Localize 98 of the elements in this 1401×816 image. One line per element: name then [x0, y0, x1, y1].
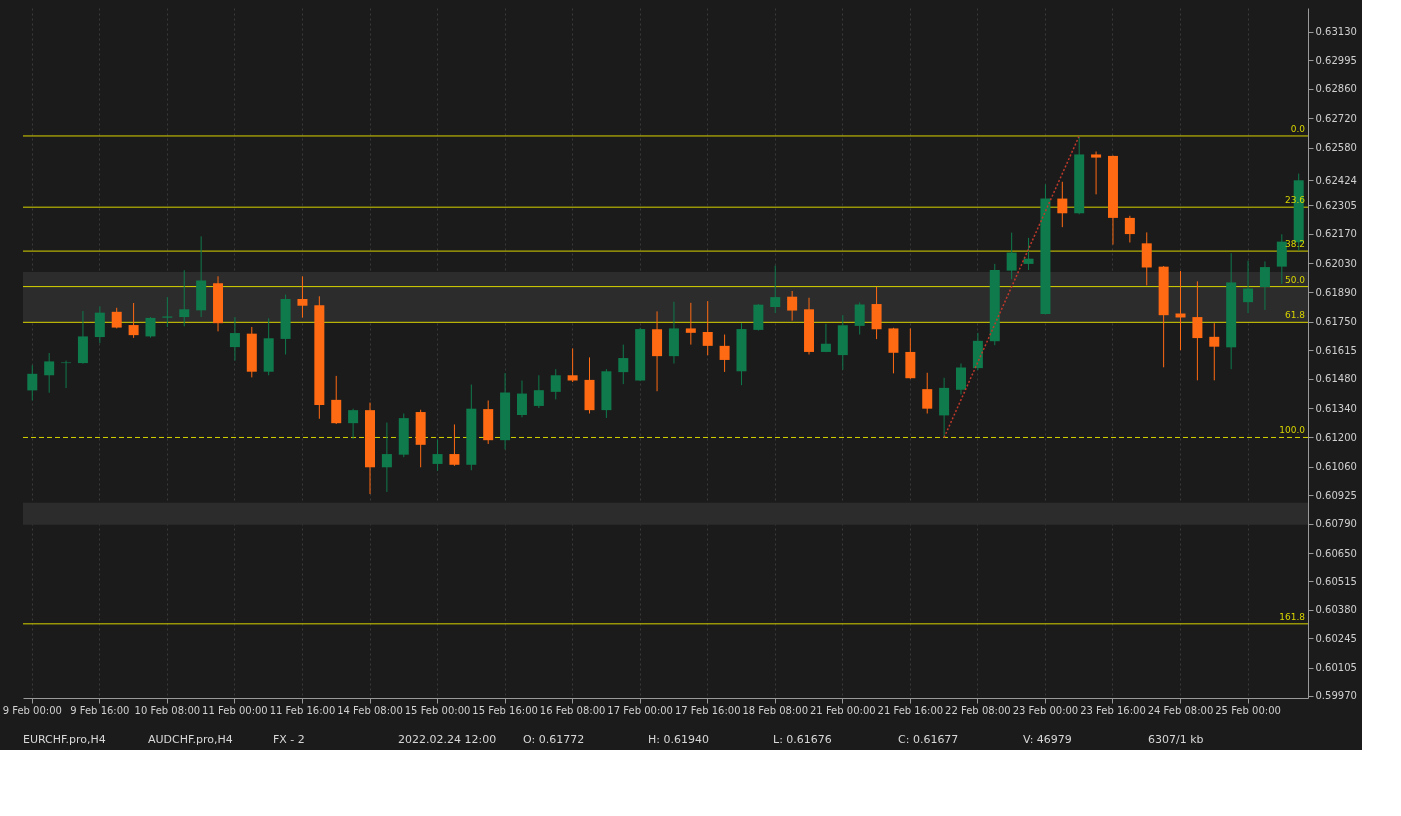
annotation: 161.8: [1279, 611, 1306, 622]
x-tick-label: 11 Feb 00:00: [202, 704, 268, 716]
candlestick: [61, 360, 72, 389]
y-tick-label: 0.60790: [1315, 518, 1357, 530]
candlestick: [1175, 270, 1186, 351]
candlestick: [1209, 322, 1220, 381]
x-tick-label: 23 Feb 16:00: [1080, 704, 1146, 716]
y-tick-label: 0.59970: [1315, 690, 1357, 702]
x-tick-label: 9 Feb 16:00: [70, 704, 130, 716]
y-tick-label: 0.60925: [1315, 489, 1357, 501]
y-tick-label: 0.62720: [1315, 112, 1357, 124]
candlestick: [820, 323, 831, 353]
text: C: 0.61677: [898, 733, 959, 746]
candlestick: [1057, 181, 1068, 228]
candlestick: [27, 364, 38, 401]
text: H: 0.61940: [648, 733, 709, 746]
candlestick: [1006, 232, 1017, 280]
candlestick: [381, 422, 392, 493]
x-tick-label: 17 Feb 16:00: [674, 704, 741, 716]
y-tick-label: 0.61480: [1315, 373, 1357, 385]
text: L: 0.61676: [773, 733, 832, 746]
annotation: 61.8: [1284, 310, 1306, 321]
text: V: 46979: [1023, 733, 1072, 746]
x-tick-label: 15 Feb 00:00: [404, 704, 471, 716]
candlestick: [770, 265, 781, 314]
x-tick-label: 10 Feb 08:00: [134, 704, 201, 716]
y-tick-label: 0.62860: [1315, 83, 1357, 95]
text: AUDCHF.pro,H4: [148, 733, 233, 746]
candlestick: [533, 374, 544, 409]
y-tick-label: 0.61615: [1315, 344, 1357, 356]
candlestick: [702, 300, 713, 356]
candlestick: [128, 302, 139, 339]
candlestick: [516, 380, 527, 418]
candlestick: [854, 301, 865, 336]
x-tick-label: 15 Feb 16:00: [472, 704, 538, 716]
x-tick-label: 21 Feb 00:00: [809, 704, 876, 716]
x-tick-label: 14 Feb 08:00: [337, 704, 403, 716]
y-tick-label: 0.62580: [1315, 142, 1357, 154]
y-tick-label: 0.62424: [1315, 174, 1357, 186]
candlestick: [1023, 237, 1034, 271]
x-tick-label: 17 Feb 00:00: [607, 704, 673, 716]
candlestick: [1192, 280, 1203, 381]
candlestick: [1259, 260, 1270, 311]
annotation: 0.0: [1290, 123, 1306, 134]
y-tick-label: 0.61750: [1315, 316, 1357, 328]
y-tick-label: 0.60380: [1315, 604, 1357, 616]
annotation: 23.6: [1284, 195, 1306, 206]
candlestick: [179, 269, 190, 327]
y-tick-label: 0.62030: [1315, 257, 1357, 269]
text: EURCHF.pro,H4: [23, 733, 106, 746]
candlestick: [331, 375, 342, 425]
annotation: 38.2: [1284, 239, 1305, 250]
candlestick: [1243, 260, 1254, 314]
x-tick-label: 24 Feb 08:00: [1147, 704, 1214, 716]
text: 2022.02.24 12:00: [398, 733, 497, 746]
y-tick-label: 0.60245: [1315, 632, 1357, 644]
candlestick: [956, 363, 966, 395]
candlestick: [229, 316, 240, 362]
annotation: 50.0: [1284, 274, 1306, 285]
y-tick-label: 0.62995: [1315, 54, 1357, 66]
y-tick-label: 0.60650: [1315, 547, 1357, 559]
candlestick: [567, 347, 578, 383]
y-tick-label: 0.61200: [1315, 431, 1357, 443]
x-tick-label: 23 Feb 00:00: [1012, 704, 1079, 716]
candlestick: [1091, 151, 1102, 195]
candlestick: [1124, 215, 1135, 243]
y-tick-label: 0.60515: [1315, 575, 1357, 587]
candlestick: [145, 316, 156, 339]
candlestick: [348, 408, 359, 440]
candlestick: [162, 296, 173, 328]
candlestick: [618, 344, 629, 385]
candlestick: [432, 439, 443, 472]
x-tick-label: 25 Feb 00:00: [1215, 704, 1281, 716]
y-tick-label: 0.61890: [1315, 286, 1357, 298]
candlestick: [297, 275, 308, 319]
candlestick: [922, 372, 933, 415]
y-tick-label: 0.61340: [1315, 402, 1357, 414]
annotation: 100.0: [1279, 425, 1306, 436]
candlestick: [44, 352, 55, 394]
candlestick: [449, 423, 460, 467]
y-tick-label: 0.61060: [1315, 461, 1357, 473]
y-tick-label: 0.62305: [1315, 199, 1357, 211]
y-tick-label: 0.62170: [1315, 228, 1357, 240]
x-tick-label: 9 Feb 00:00: [2, 704, 62, 716]
candlestick: [550, 368, 561, 400]
text: O: 0.61772: [523, 733, 585, 746]
candlestick: [719, 334, 730, 373]
x-tick-label: 18 Feb 08:00: [742, 704, 809, 716]
y-tick-label: 0.60105: [1315, 662, 1357, 674]
x-tick-label: 16 Feb 08:00: [539, 704, 606, 716]
x-tick-label: 21 Feb 16:00: [877, 704, 944, 716]
candlestick: [787, 290, 798, 322]
candlestick: [685, 302, 696, 346]
x-tick-label: 11 Feb 16:00: [269, 704, 336, 716]
text: 6307/1 kb: [1148, 733, 1204, 746]
y-tick-label: 0.63130: [1315, 26, 1357, 38]
x-tick-label: 22 Feb 08:00: [945, 704, 1011, 716]
text: FX - 2: [273, 733, 305, 746]
